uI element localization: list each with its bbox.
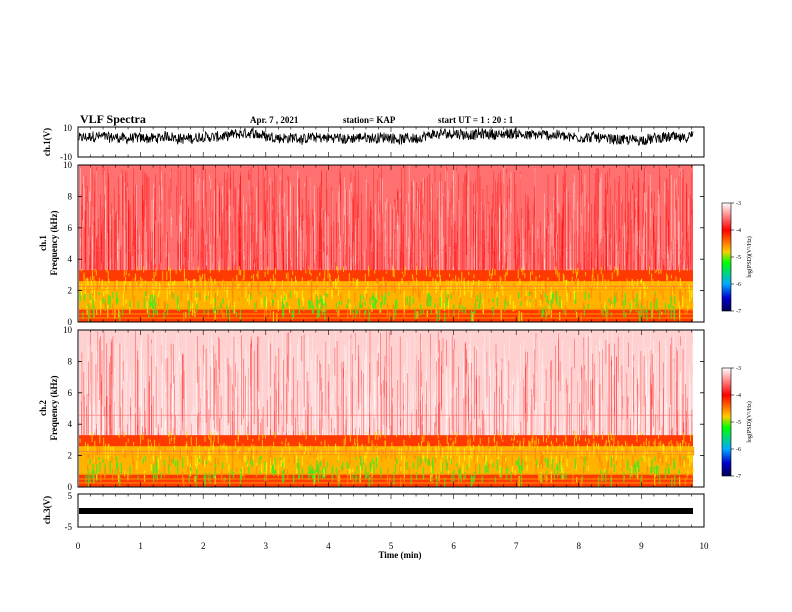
colorbar-tick-label: -5 — [736, 255, 741, 261]
ch1-spectrogram-ylabel: Frequency (kHz) — [49, 210, 59, 275]
ch1-spectrogram-panel: 0 2 4 6 8 10 ch.1 Frequency (kHz) — [38, 160, 705, 327]
ch3-waveform-ylabel: ch.3(V) — [42, 496, 52, 524]
ch2-freq-ticks: 0 2 4 6 8 10 — [63, 325, 704, 492]
ch1-waveform-ylabel: ch.1(V) — [42, 128, 52, 156]
time-axis-label: Time (min) — [378, 550, 421, 560]
ch1-spectrogram-channel-label: ch.1 — [38, 235, 48, 251]
ch1-spectrogram-image — [79, 165, 694, 322]
freq-tick-label: 4 — [68, 419, 73, 429]
time-tick-label: 10 — [700, 541, 710, 551]
freq-tick-label: 2 — [68, 286, 73, 296]
ch1-ytick-top: 10 — [63, 123, 73, 133]
colorbar-tick-label: -6 — [736, 282, 741, 288]
colorbar-tick-label: -7 — [736, 309, 741, 315]
freq-tick-label: 2 — [68, 451, 73, 461]
ch3-ytick-top: 5 — [68, 491, 73, 501]
time-tick-label: 8 — [577, 541, 582, 551]
freq-tick-label: 8 — [68, 191, 73, 201]
colorbar-tick-label: -6 — [736, 447, 741, 453]
time-tick-label: 1 — [138, 541, 143, 551]
time-tick-label: 6 — [451, 541, 456, 551]
date-label: Apr. 7 , 2021 — [250, 115, 299, 125]
time-tick-label: 0 — [76, 541, 81, 551]
colorbar-tick-label: -7 — [736, 474, 741, 480]
axis-minor-ticks — [77, 127, 705, 527]
freq-tick-label: 10 — [63, 325, 73, 335]
ch1-ytick-bottom: -10 — [60, 152, 72, 162]
ch1-freq-ticks: 0 2 4 6 8 10 — [63, 160, 704, 327]
ch2-spectrogram-panel: 0 2 4 6 8 10 ch.2 Frequency (kHz) — [38, 325, 705, 492]
freq-tick-label: 6 — [68, 223, 73, 233]
freq-tick-label: 10 — [63, 160, 73, 170]
station-label: station= KAP — [343, 115, 396, 125]
ch1-colorbar-label: log(PSD)(V²/Hz) — [746, 236, 753, 277]
freq-tick-label: 4 — [68, 254, 73, 264]
freq-tick-label: 0 — [68, 317, 73, 327]
freq-tick-label: 6 — [68, 388, 73, 398]
time-tick-label: 3 — [264, 541, 269, 551]
time-tick-label: 5 — [389, 541, 394, 551]
ch2-spectrogram-image — [79, 330, 695, 487]
freq-tick-label: 0 — [68, 482, 73, 492]
ch2-spectrogram-channel-label: ch.2 — [38, 400, 48, 416]
ch1-waveform-line — [78, 127, 694, 146]
time-tick-label: 2 — [201, 541, 206, 551]
ch1-colorbar: -3 -4 -5 -6 -7 log(PSD)(V²/Hz) — [721, 201, 753, 315]
colorbar-tick-label: -3 — [736, 366, 741, 372]
colorbar-tick-label: -3 — [736, 201, 741, 207]
colorbar-tick-label: -4 — [736, 393, 741, 399]
start-time-label: start UT = 1 : 20 : 1 — [438, 115, 514, 125]
figure-title: VLF Spectra — [80, 112, 146, 126]
freq-tick-label: 8 — [68, 356, 73, 366]
time-tick-label: 4 — [326, 541, 331, 551]
ch3-ytick-bottom: -5 — [65, 522, 73, 532]
ch3-waveform-panel: 5 -5 ch.3(V) 0 1 2 3 4 5 6 7 8 9 10 Time (min) — [42, 491, 709, 560]
ch2-colorbar: -3 -4 -5 -6 -7 log(PSD)(V²/Hz) — [721, 366, 753, 480]
time-axis-ticks: 0 1 2 3 4 5 6 7 8 9 10 — [76, 541, 709, 551]
ch1-colorbar-gradient — [721, 202, 732, 312]
ch1-waveform-panel: 10 -10 ch.1(V) — [42, 123, 705, 162]
ch2-colorbar-label: log(PSD)(V²/Hz) — [746, 401, 753, 442]
colorbar-tick-label: -4 — [736, 228, 741, 234]
ch2-spectrogram-ylabel: Frequency (kHz) — [49, 375, 59, 440]
time-tick-label: 7 — [514, 541, 519, 551]
colorbar-tick-label: -5 — [736, 420, 741, 426]
ch3-waveform-band — [79, 508, 693, 514]
time-tick-label: 9 — [639, 541, 644, 551]
ch2-colorbar-gradient — [721, 367, 732, 477]
